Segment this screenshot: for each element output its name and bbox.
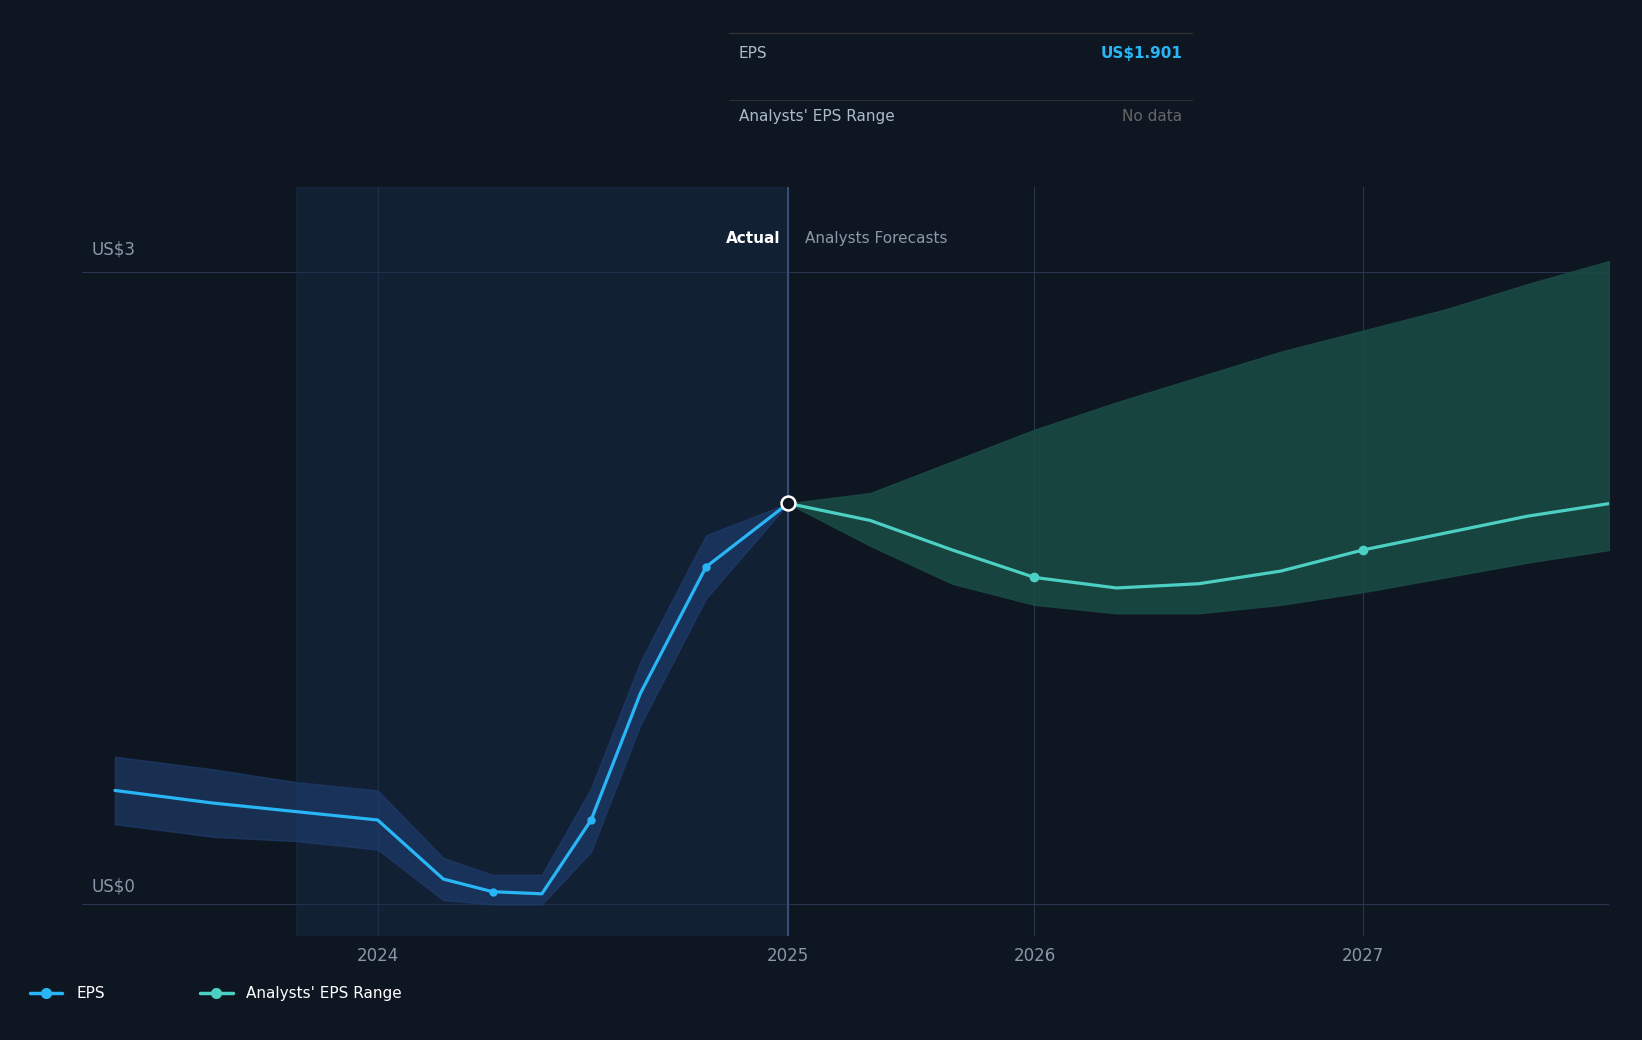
Text: 2025: 2025: [767, 946, 810, 964]
Bar: [296, 187, 788, 936]
Text: EPS: EPS: [76, 986, 105, 1000]
Text: US$1.901: US$1.901: [1100, 46, 1182, 60]
Text: US$3: US$3: [92, 241, 136, 259]
Text: Actual: Actual: [726, 231, 780, 246]
Text: Analysts Forecasts: Analysts Forecasts: [805, 231, 947, 246]
Text: No data: No data: [1121, 109, 1182, 124]
Text: US$0: US$0: [92, 878, 136, 895]
Text: Mar 31 2025: Mar 31 2025: [739, 0, 865, 3]
Text: 2024: 2024: [356, 946, 399, 964]
Text: Analysts' EPS Range: Analysts' EPS Range: [246, 986, 402, 1000]
Text: 2027: 2027: [1342, 946, 1384, 964]
Text: EPS: EPS: [739, 46, 767, 60]
Text: 2026: 2026: [1013, 946, 1056, 964]
Text: Analysts' EPS Range: Analysts' EPS Range: [739, 109, 895, 124]
